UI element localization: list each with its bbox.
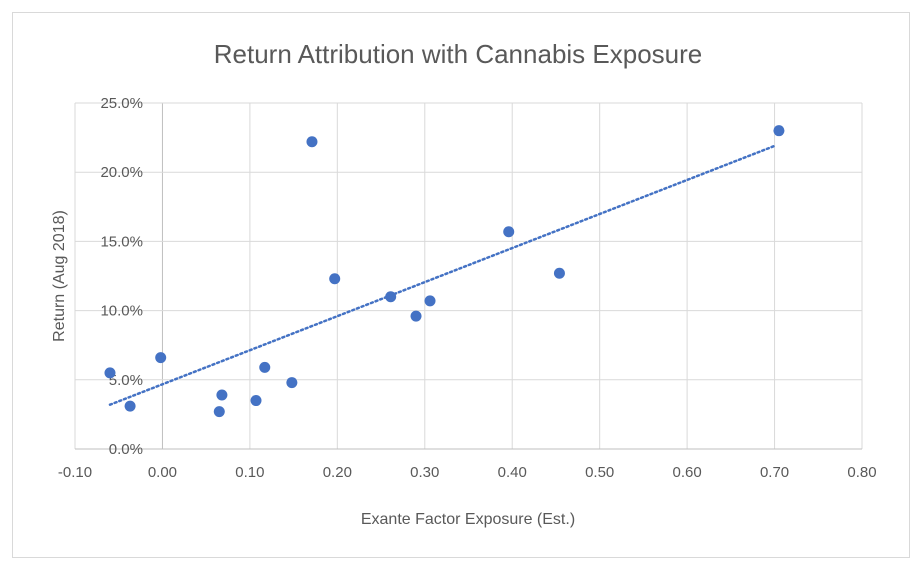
data-point [250,395,262,407]
data-point [503,226,515,238]
data-points [104,125,785,418]
x-tick-label: 0.10 [235,464,264,481]
data-point [259,361,271,373]
data-point [553,267,565,279]
data-point [306,136,318,148]
x-tick-label: 0.60 [673,464,702,481]
data-point [424,295,436,307]
x-tick-label: 0.80 [847,464,876,481]
data-point [155,352,167,364]
trendline [108,144,776,406]
data-point [124,400,136,412]
x-tick-label: 0.00 [148,464,177,481]
y-axis-label: Return (Aug 2018) [51,210,68,342]
data-point [104,367,116,379]
data-point [213,406,225,418]
chart-title: Return Attribution with Cannabis Exposur… [214,39,703,69]
y-tick-label: 0.0% [109,441,143,458]
data-point [410,310,422,322]
gridlines [74,102,863,450]
x-tick-label: 0.70 [760,464,789,481]
data-point [329,273,341,285]
y-axis-ticks: 0.0% 5.0% 10.0% 15.0% 20.0% 25.0% [100,95,143,458]
x-tick-label: 0.40 [498,464,527,481]
x-tick-label: 0.50 [585,464,614,481]
y-tick-label: 10.0% [100,303,143,320]
y-tick-label: 15.0% [100,233,143,250]
x-tick-label: 0.30 [410,464,439,481]
y-tick-label: 5.0% [109,372,143,389]
x-tick-label: -0.10 [58,464,92,481]
y-tick-label: 25.0% [100,95,143,112]
x-tick-label: 0.20 [323,464,352,481]
x-axis-ticks: -0.10 0.00 0.10 0.20 0.30 0.40 0.50 0.60 0.70 0.8… [58,464,877,481]
data-point [385,291,397,303]
data-point [216,389,228,401]
data-point [773,125,785,137]
y-tick-label: 20.0% [100,164,143,181]
data-point [286,377,298,389]
x-axis-label: Exante Factor Exposure (Est.) [361,511,575,528]
